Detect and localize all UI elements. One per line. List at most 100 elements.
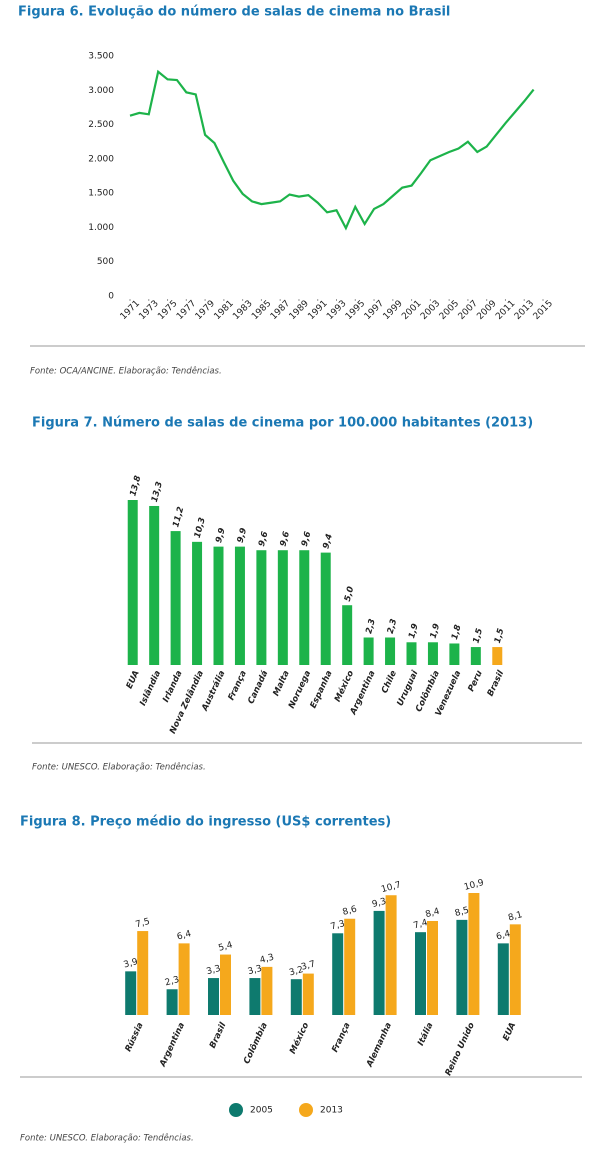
bar — [492, 647, 503, 665]
x-tick-label: 1985 — [250, 299, 273, 322]
value-label: 11,2 — [171, 506, 186, 529]
line-series — [129, 69, 535, 231]
value-label: 3,2 — [288, 965, 304, 978]
legend-swatch — [299, 1103, 313, 1117]
value-label: 1,8 — [450, 624, 464, 641]
x-tick-label: 1995 — [344, 299, 367, 322]
bar — [373, 910, 385, 1015]
bar — [468, 893, 480, 1015]
bar — [137, 931, 149, 1015]
value-label: 2,3 — [386, 618, 400, 635]
legend-label: 2013 — [320, 1106, 343, 1116]
bar — [208, 978, 219, 1015]
value-label: 7,4 — [412, 918, 429, 931]
bar — [192, 541, 203, 665]
x-tick-label: 1999 — [382, 299, 405, 322]
x-tick-label: 2003 — [419, 299, 442, 322]
bar — [261, 966, 273, 1015]
x-tick-label: 1983 — [231, 299, 254, 322]
source: Fonte: UNESCO. Elaboração: Tendências. — [20, 1133, 194, 1144]
value-label: 9,6 — [257, 530, 271, 547]
source: Fonte: UNESCO. Elaboração: Tendências. — [32, 762, 206, 773]
value-label: 8,6 — [342, 904, 359, 917]
bar — [234, 546, 245, 665]
x-tick-label: 1975 — [156, 299, 179, 322]
legend-swatch — [229, 1103, 243, 1117]
value-label: 7,5 — [135, 917, 151, 930]
bar — [344, 918, 356, 1015]
bar — [166, 989, 178, 1015]
y-tick-label: 2.000 — [88, 154, 114, 164]
value-label: 9,9 — [236, 527, 250, 544]
y-tick-label: 0 — [108, 292, 114, 302]
value-label: 9,3 — [371, 897, 387, 910]
value-label: 9,6 — [300, 530, 314, 547]
bar — [302, 973, 314, 1015]
x-tick-label: Colômbia — [241, 1020, 270, 1065]
bar — [509, 924, 521, 1015]
value-label: 7,3 — [330, 919, 346, 932]
bar — [213, 546, 224, 665]
x-tick-label: 2009 — [475, 299, 498, 322]
value-label: 3,3 — [205, 964, 221, 977]
bar — [277, 550, 288, 665]
x-tick-label: 2011 — [494, 299, 517, 322]
x-tick-label: Itália — [416, 1021, 436, 1048]
x-tick-label: 1989 — [288, 299, 311, 322]
bar — [427, 642, 438, 665]
bar — [125, 971, 137, 1015]
x-tick-label: Rússia — [124, 1021, 146, 1053]
bar — [220, 954, 231, 1015]
value-label: 9,4 — [321, 533, 335, 550]
value-label: 1,5 — [471, 627, 485, 644]
chart-title: Figura 6. Evolução do número de salas de… — [18, 5, 450, 20]
y-tick-label: 1.000 — [88, 223, 114, 233]
x-tick-label: França — [330, 1021, 353, 1054]
x-tick-label: 2005 — [438, 299, 461, 322]
x-tick-label: 1971 — [119, 299, 142, 322]
bar — [332, 933, 344, 1015]
x-tick-label: 2015 — [532, 299, 555, 322]
bar — [449, 643, 460, 665]
x-tick-label: EUA — [501, 1021, 518, 1042]
value-label: 9,9 — [214, 527, 228, 544]
value-label: 10,9 — [463, 878, 485, 893]
bar — [427, 920, 438, 1015]
value-label: 2,3 — [164, 975, 180, 988]
y-tick-label: 3.500 — [88, 52, 114, 62]
value-label: 4,3 — [259, 953, 275, 966]
bar — [127, 500, 138, 665]
bar — [470, 647, 481, 665]
bar — [342, 605, 353, 665]
x-tick-label: México — [332, 669, 356, 704]
value-label: 13,3 — [150, 480, 165, 503]
value-label: 1,9 — [407, 622, 421, 639]
y-tick-label: 2.500 — [88, 120, 114, 130]
value-label: 8,5 — [454, 906, 470, 919]
bar — [385, 895, 397, 1015]
value-label: 3,3 — [247, 964, 263, 977]
bar — [497, 943, 509, 1015]
bar — [456, 919, 468, 1015]
value-label: 9,6 — [278, 530, 292, 547]
bar — [385, 637, 396, 665]
x-tick-label: 1997 — [363, 299, 386, 322]
x-tick-label: Argentina — [158, 1021, 188, 1069]
chart-title: Figura 7. Número de salas de cinema por … — [32, 416, 533, 431]
x-tick-label: México — [287, 1021, 311, 1056]
x-tick-label: 1973 — [137, 299, 160, 322]
value-label: 10,7 — [380, 880, 402, 895]
x-tick-label: Islândia — [138, 669, 163, 708]
x-tick-label: França — [226, 669, 249, 702]
bar — [363, 637, 374, 665]
x-tick-label: Canadá — [246, 669, 270, 706]
value-label: 2,3 — [364, 618, 378, 635]
bar — [299, 550, 310, 665]
bar — [249, 978, 261, 1015]
bar — [178, 943, 190, 1015]
value-label: 8,1 — [507, 910, 523, 923]
x-tick-label: 1977 — [175, 299, 198, 322]
bar — [170, 531, 181, 665]
bar — [256, 550, 267, 665]
